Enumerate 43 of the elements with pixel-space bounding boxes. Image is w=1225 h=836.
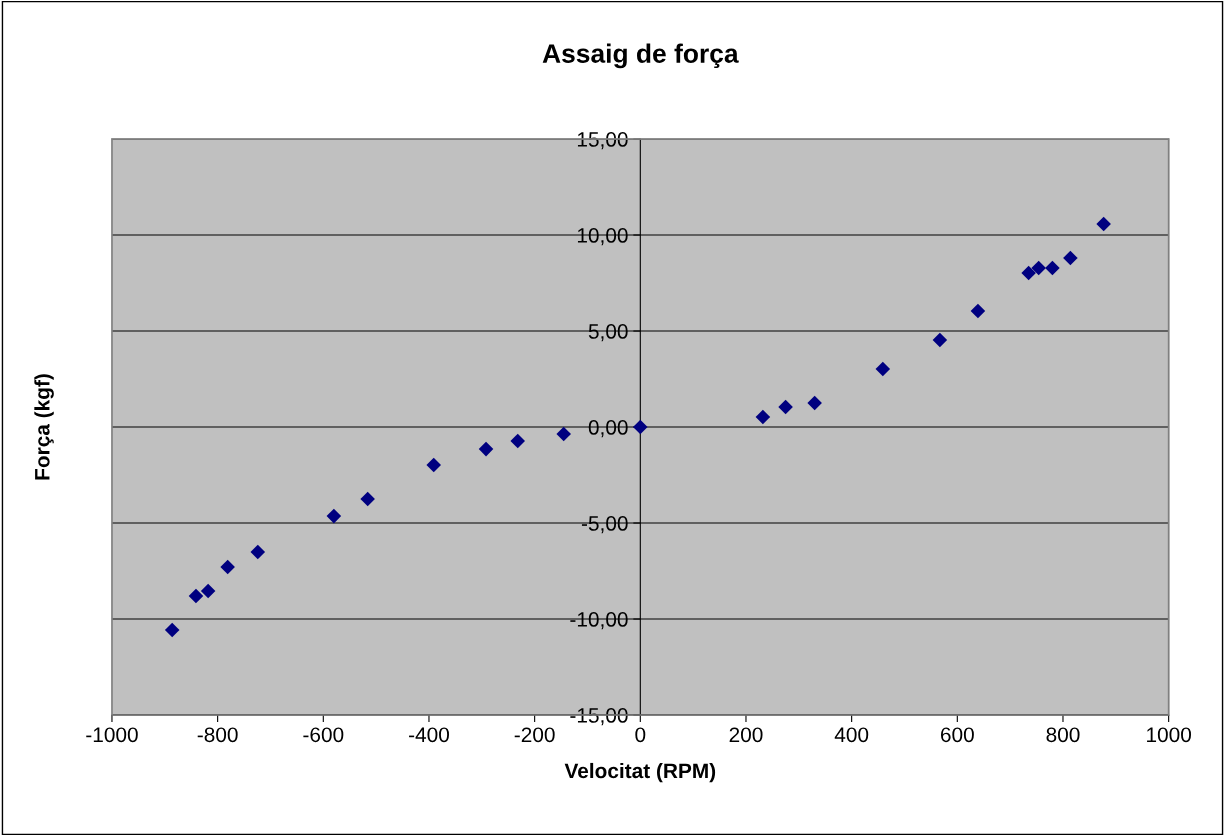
point xyxy=(426,457,442,473)
point xyxy=(1096,216,1111,232)
point xyxy=(1021,265,1036,281)
point xyxy=(510,433,526,449)
point xyxy=(932,332,948,348)
x-axis-title: Velocitat (RPM) xyxy=(564,762,716,783)
point xyxy=(326,508,342,524)
point xyxy=(478,441,494,457)
y-axis-title: Força (kgf) xyxy=(34,374,54,480)
point xyxy=(1045,260,1060,276)
y-tick-label: 5,00 xyxy=(588,324,628,342)
point xyxy=(360,491,375,507)
point xyxy=(1063,250,1078,266)
y-tick-label: 0,00 xyxy=(588,420,628,438)
x-tick-label: 1000 xyxy=(1147,727,1192,743)
chart-title: Assaig de força xyxy=(542,43,739,69)
x-tick-label: -400 xyxy=(409,727,450,743)
x-tick-label: 400 xyxy=(834,727,869,743)
x-tick-label: -600 xyxy=(303,727,344,743)
y-tick-label: 15,00 xyxy=(577,132,628,150)
point xyxy=(556,426,571,442)
point xyxy=(200,583,216,599)
point xyxy=(188,588,204,604)
x-tick-label: 0 xyxy=(635,727,646,743)
point xyxy=(220,559,235,575)
point xyxy=(164,622,180,638)
point xyxy=(807,395,822,411)
point xyxy=(250,544,266,560)
point xyxy=(755,409,771,425)
x-tick-label: 600 xyxy=(940,727,974,743)
point xyxy=(1031,260,1046,276)
y-tick-label: -10,00 xyxy=(570,612,628,630)
x-tick-label: 800 xyxy=(1046,727,1080,743)
x-tick-label: -1000 xyxy=(86,727,138,743)
x-tick-label: -800 xyxy=(197,727,238,743)
x-tick-label: 200 xyxy=(729,727,763,743)
point xyxy=(633,419,648,435)
point xyxy=(778,399,793,415)
y-tick-label: 10,00 xyxy=(577,228,628,246)
point xyxy=(970,303,986,319)
y-tick-label: -5,00 xyxy=(581,516,628,534)
point xyxy=(875,361,891,377)
x-tick-label: -200 xyxy=(514,727,555,743)
